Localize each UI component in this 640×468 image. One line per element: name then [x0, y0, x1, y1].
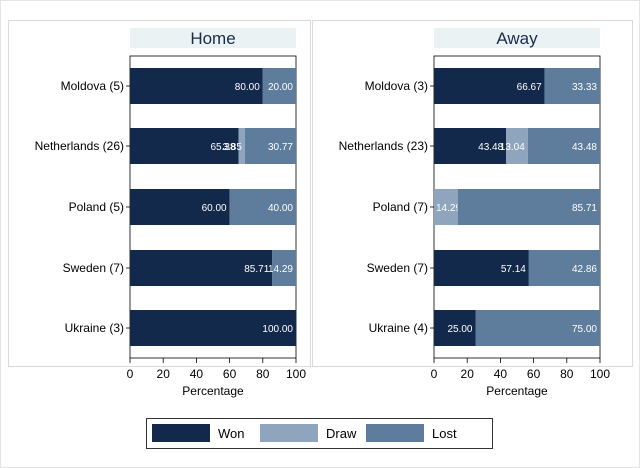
bar-label-won-1-0: 66.67: [517, 82, 542, 93]
legend-label-draw: Draw: [326, 426, 357, 441]
legend-swatch-lost: [366, 424, 424, 442]
panel-title-band-0: [130, 28, 296, 48]
category-label-1-2: Poland (7): [373, 200, 428, 214]
x-tick-label-1-3: 60: [527, 367, 541, 381]
bar-label-lost-1-2: 85.71: [572, 203, 597, 214]
x-tick-label-0-0: 0: [127, 367, 134, 381]
bar-lost-1-0: [544, 68, 600, 104]
category-label-1-0: Moldova (3): [365, 79, 428, 93]
bar-won-0-4: [130, 310, 296, 346]
bar-lost-1-4: [475, 310, 600, 346]
bar-draw-1-1: [506, 128, 528, 164]
legend-label-lost: Lost: [432, 426, 457, 441]
bar-label-won-0-3: 85.71: [244, 264, 269, 275]
bar-label-lost-1-3: 42.86: [572, 264, 597, 275]
bar-won-0-2: [130, 189, 230, 225]
x-tick-label-0-3: 60: [223, 367, 237, 381]
panel-title-0: Home: [190, 29, 235, 48]
bar-label-draw-0-1: 3.85: [222, 142, 242, 153]
x-tick-label-0-4: 80: [256, 367, 270, 381]
category-label-0-2: Poland (5): [69, 200, 124, 214]
bar-label-lost-1-4: 75.00: [572, 324, 597, 335]
x-tick-label-1-4: 80: [560, 367, 574, 381]
bar-lost-1-3: [528, 250, 600, 286]
bar-lost-0-2: [229, 189, 296, 225]
category-label-1-1: Netherlands (23): [339, 139, 428, 153]
bar-won-0-3: [130, 250, 273, 286]
bar-label-draw-1-2: 14.29: [436, 203, 461, 214]
x-tick-label-1-5: 100: [590, 367, 610, 381]
bar-label-won-0-0: 80.00: [235, 82, 260, 93]
bar-lost-1-1: [527, 128, 600, 164]
panel-title-1: Away: [496, 29, 538, 48]
bar-lost-1-2: [457, 189, 600, 225]
bar-label-lost-0-2: 40.00: [268, 203, 293, 214]
legend-swatch-won: [152, 424, 210, 442]
bar-won-1-1: [434, 128, 507, 164]
bar-lost-0-3: [272, 250, 296, 286]
bar-label-lost-0-1: 30.77: [268, 142, 293, 153]
bar-label-draw-1-1: 13.04: [500, 142, 525, 153]
legend-label-won: Won: [218, 426, 245, 441]
bar-lost-0-0: [262, 68, 296, 104]
bar-label-lost-1-1: 43.48: [572, 142, 597, 153]
bar-won-1-0: [434, 68, 545, 104]
x-tick-label-1-1: 20: [461, 367, 475, 381]
x-tick-label-0-2: 40: [190, 367, 204, 381]
category-label-0-3: Sweden (7): [63, 261, 124, 275]
x-axis-title-1: Percentage: [486, 384, 548, 398]
legend-swatch-draw: [260, 424, 318, 442]
bar-label-lost-1-0: 33.33: [572, 82, 597, 93]
bar-label-won-0-4: 100.00: [262, 324, 293, 335]
bar-won-0-0: [130, 68, 263, 104]
x-tick-label-1-0: 0: [431, 367, 438, 381]
bar-lost-0-1: [244, 128, 296, 164]
category-label-0-4: Ukraine (3): [65, 321, 124, 335]
category-label-0-0: Moldova (5): [61, 79, 124, 93]
bar-label-won-0-2: 60.00: [202, 203, 227, 214]
x-tick-label-0-1: 20: [157, 367, 171, 381]
x-tick-label-0-5: 100: [286, 367, 306, 381]
category-label-1-4: Ukraine (4): [369, 321, 428, 335]
bar-draw-0-1: [238, 128, 245, 164]
bar-won-0-1: [130, 128, 239, 164]
x-tick-label-1-2: 40: [494, 367, 508, 381]
bar-label-lost-0-0: 20.00: [268, 82, 293, 93]
bar-label-won-1-4: 25.00: [447, 324, 472, 335]
bar-label-lost-0-3: 14.29: [268, 264, 293, 275]
bar-label-won-0-1: 65.38: [210, 142, 235, 153]
bar-label-won-1-3: 57.14: [501, 264, 526, 275]
category-label-0-1: Netherlands (26): [35, 139, 124, 153]
bar-draw-1-2: [434, 189, 458, 225]
x-axis-title-0: Percentage: [182, 384, 244, 398]
bar-label-won-1-1: 43.48: [478, 142, 503, 153]
category-label-1-3: Sweden (7): [367, 261, 428, 275]
bar-won-1-4: [434, 310, 476, 346]
panel-title-band-1: [434, 28, 600, 48]
bar-won-1-3: [434, 250, 529, 286]
